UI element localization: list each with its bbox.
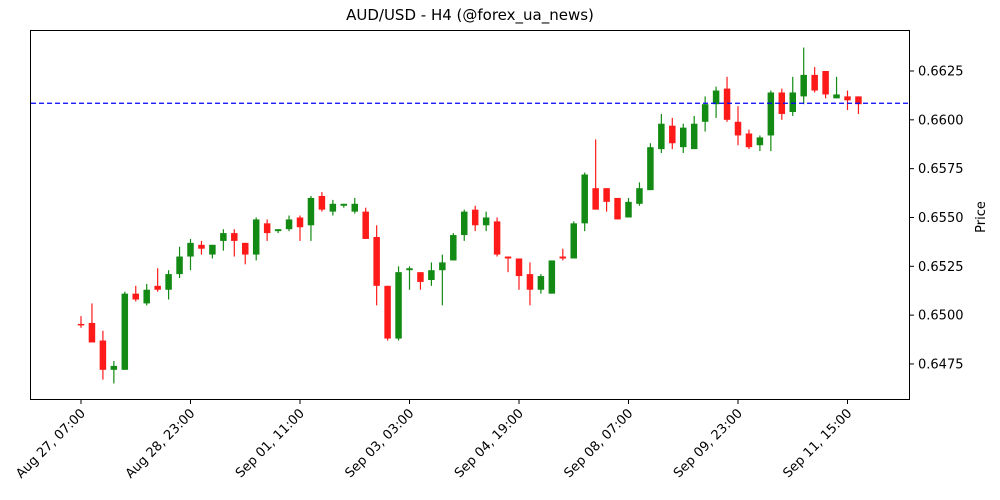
candle-down	[493, 217, 501, 257]
y-axis: 0.6475 0.6500 0.6525 0.6550 0.6575 0.6600 0.66…	[910, 65, 964, 372]
candle-up	[701, 96, 709, 132]
candle-down	[384, 285, 391, 341]
candle-up	[680, 123, 687, 154]
candle-down	[811, 67, 818, 93]
candle-down	[198, 240, 205, 255]
candle-up	[461, 209, 468, 241]
candle-down	[515, 258, 523, 290]
candle-up	[636, 182, 643, 206]
candle-up	[209, 244, 216, 259]
candle-down	[318, 192, 326, 212]
candle-down	[855, 96, 862, 114]
x-tick-label: Sep 09, 23:00	[671, 406, 746, 481]
y-tick-label: 0.6600	[918, 113, 964, 128]
y-tick-label: 0.6500	[918, 309, 964, 324]
candle-up	[789, 76, 796, 116]
candle-up	[439, 254, 446, 306]
candle-down	[822, 71, 829, 99]
candle-up	[329, 199, 337, 216]
x-tick-label: Sep 01, 11:00	[233, 406, 308, 481]
candle-up	[165, 270, 172, 300]
candle-up	[625, 197, 632, 218]
candle-down	[723, 76, 731, 122]
candle-up	[176, 246, 183, 279]
candle-down	[592, 139, 599, 210]
candle-down	[417, 272, 424, 290]
y-tick-label: 0.6525	[918, 260, 964, 275]
candle-up	[428, 262, 435, 286]
x-tick-label: Sep 04, 19:00	[452, 406, 527, 481]
x-tick-label: Sep 08, 07:00	[561, 406, 636, 481]
candle-down	[242, 242, 249, 265]
candle-up	[548, 260, 556, 294]
candle-up	[537, 274, 545, 294]
candle-down	[154, 268, 161, 292]
candle-up	[690, 115, 698, 150]
candle-up	[570, 221, 577, 259]
candle-down	[263, 219, 271, 241]
candle-down	[296, 215, 304, 241]
candle-down	[614, 197, 621, 220]
candle-down	[471, 205, 479, 232]
candle-up	[767, 90, 775, 152]
chart-title: AUD/USD - H4 (@forex_ua_news)	[346, 6, 594, 24]
candle-down	[669, 117, 676, 150]
y-tick-label: 0.6625	[918, 65, 964, 80]
candle-down	[132, 285, 139, 302]
candle-up	[121, 291, 129, 370]
candle-down	[77, 316, 85, 328]
x-tick-label: Aug 27, 07:00	[13, 406, 89, 482]
candle-up	[406, 266, 413, 290]
candle-up	[252, 217, 260, 261]
candle-down	[99, 330, 107, 380]
candle-down	[603, 188, 610, 212]
candle-up	[187, 238, 194, 271]
candle-down	[231, 229, 238, 257]
x-tick-label: Sep 03, 03:00	[342, 406, 417, 481]
candle-down	[362, 207, 369, 239]
y-tick-label: 0.6575	[918, 162, 964, 177]
candle-down	[745, 129, 753, 150]
candle-down	[778, 88, 786, 120]
candle-up	[340, 203, 348, 208]
candle-up	[756, 135, 764, 152]
candle-up	[482, 211, 490, 232]
candle-up	[833, 76, 840, 99]
candle-up	[581, 172, 588, 232]
candle-up	[647, 143, 654, 191]
y-tick-label: 0.6475	[918, 357, 964, 372]
candle-down	[559, 248, 567, 261]
candle-up	[110, 361, 118, 384]
candle-down	[526, 262, 534, 306]
candle-up	[274, 229, 282, 234]
plot-frame	[30, 30, 910, 400]
candle-up	[220, 229, 227, 251]
candle-down	[88, 303, 96, 343]
x-tick-label: Sep 11, 15:00	[780, 406, 855, 481]
candle-up	[800, 47, 807, 105]
y-axis-label: Price	[974, 201, 989, 233]
candle-up	[351, 197, 358, 214]
candle-up	[285, 215, 293, 232]
candle-down	[504, 256, 512, 273]
candle-up	[450, 233, 457, 261]
candle-down	[734, 106, 742, 146]
candle-up	[395, 266, 402, 341]
candles-layer	[77, 47, 862, 384]
candle-down	[373, 225, 380, 306]
candle-up	[712, 86, 720, 118]
candle-down	[844, 90, 851, 111]
x-axis: Aug 27, 07:00 Aug 28, 23:00 Sep 01, 11:00 S…	[13, 400, 855, 482]
y-tick-label: 0.6550	[918, 211, 964, 226]
x-tick-label: Aug 28, 23:00	[123, 406, 199, 482]
candle-up	[143, 283, 150, 306]
candle-up	[307, 195, 315, 241]
candle-up	[658, 113, 665, 154]
